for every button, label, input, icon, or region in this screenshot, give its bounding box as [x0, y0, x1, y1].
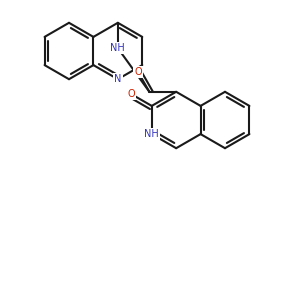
- Text: N: N: [114, 74, 122, 84]
- Text: NH: NH: [110, 43, 125, 53]
- Text: NH: NH: [144, 129, 159, 139]
- Text: O: O: [127, 89, 135, 99]
- Text: O: O: [134, 67, 142, 77]
